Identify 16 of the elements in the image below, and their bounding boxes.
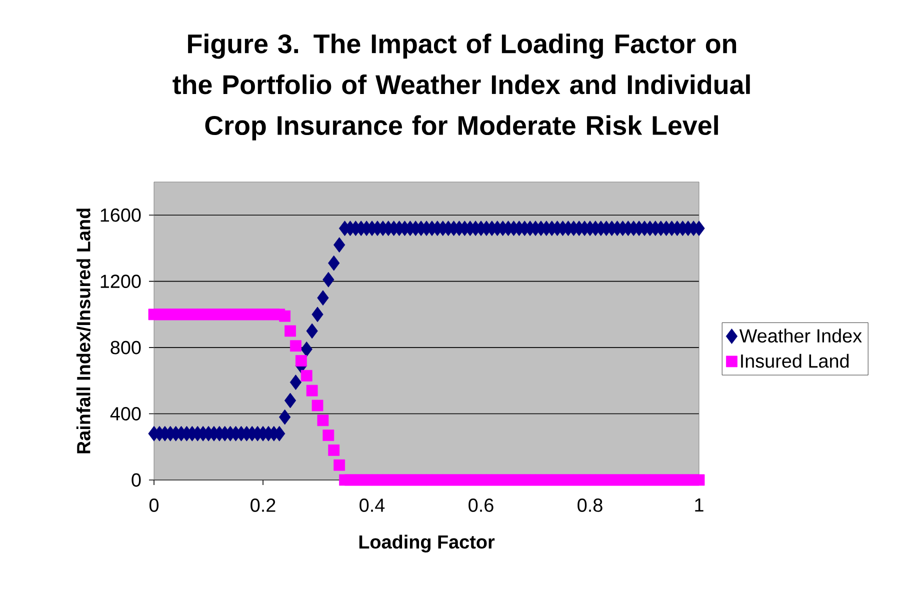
- y-tick-label: 1600: [100, 208, 141, 222]
- x-tick-label: 1: [695, 498, 704, 512]
- x-tick-label: 0.2: [250, 498, 276, 512]
- y-tick-label: 0: [132, 473, 141, 487]
- x-tick-label: 0.8: [578, 498, 602, 512]
- x-tick-label: 0.6: [468, 498, 494, 512]
- legend-label: Weather Index: [739, 328, 862, 343]
- chart-title: Figure 3. The Impact of Loading Factor on the Portfolio of Weather Index and Individual Crop Insurance for Moderate Risk Level: [172, 34, 750, 140]
- y-axis-title: Rainfall Index/Insured Land: [76, 208, 91, 454]
- legend-label: Insured Land: [741, 354, 849, 368]
- x-tick-label: 0: [149, 498, 159, 512]
- x-tick-label: 0.4: [360, 498, 385, 512]
- y-tick-label: 800: [110, 340, 141, 354]
- y-tick-label: 1200: [100, 274, 141, 288]
- x-axis-title: Loading Factor: [359, 534, 495, 552]
- y-tick-label: 400: [110, 407, 141, 420]
